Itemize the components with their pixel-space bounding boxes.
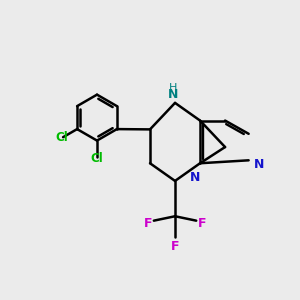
Text: F: F	[144, 217, 152, 230]
Text: H: H	[169, 83, 178, 94]
Text: N: N	[190, 172, 200, 184]
Text: N: N	[254, 158, 264, 171]
Text: Cl: Cl	[56, 131, 68, 144]
Text: N: N	[168, 88, 179, 100]
Text: Cl: Cl	[91, 152, 103, 165]
Text: F: F	[171, 240, 179, 254]
Text: F: F	[198, 217, 206, 230]
